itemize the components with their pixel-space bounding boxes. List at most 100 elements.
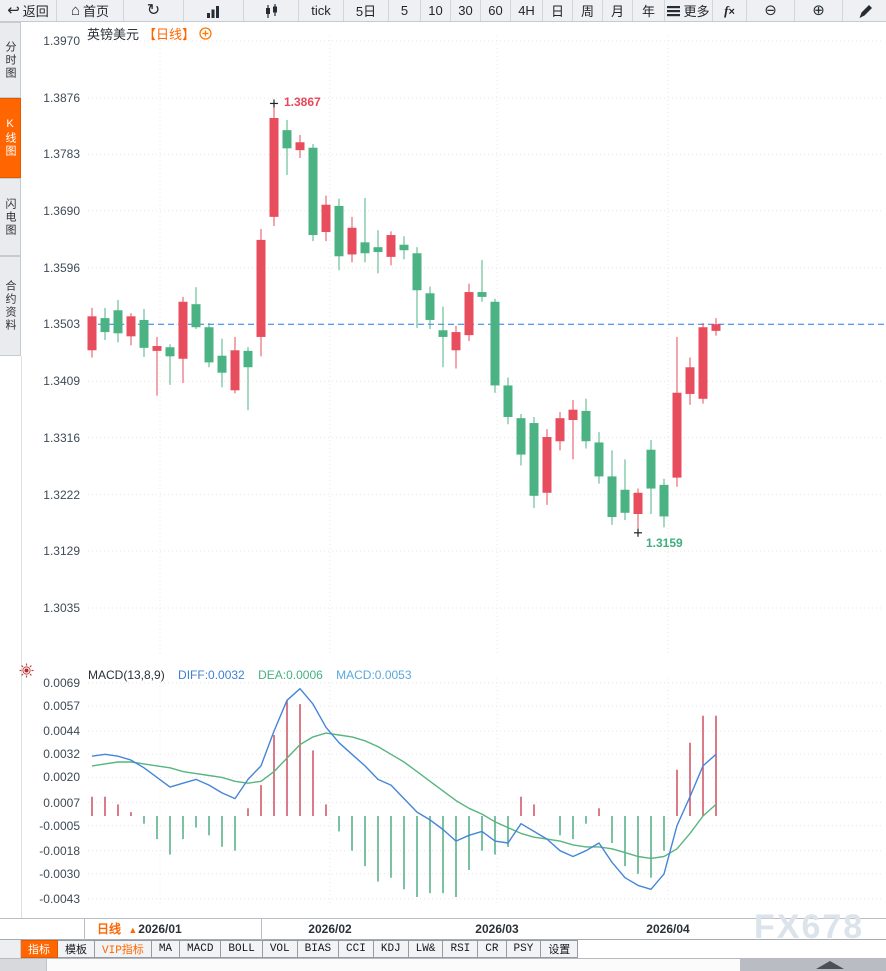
toolbar-60-button[interactable]: 60: [481, 0, 511, 21]
toolbar-tick-button[interactable]: tick: [299, 0, 344, 21]
tab-label: BIAS: [304, 943, 332, 955]
tab-psy[interactable]: PSY: [506, 940, 542, 958]
toolbar-year-button[interactable]: 年: [633, 0, 665, 21]
x-axis-label: 2026/04: [646, 922, 690, 936]
tab-label: VIP指标: [102, 945, 144, 957]
period-tag: 【日线】: [143, 27, 196, 42]
tab-bias[interactable]: BIAS: [297, 940, 340, 958]
candle-body: [139, 319, 149, 348]
sidebar-item-kline-chart[interactable]: K线图: [0, 98, 21, 178]
tab-vip-indicators[interactable]: VIP指标: [95, 940, 152, 958]
candle-body: [256, 239, 266, 337]
price-axis-label: 1.3222: [43, 487, 80, 502]
candle-body: [100, 318, 110, 333]
tab-label: BOLL: [228, 943, 255, 955]
dea-line: [91, 732, 717, 860]
candle-body: [217, 355, 227, 373]
candle-body: [399, 244, 409, 251]
sidebar-label: 分时图: [4, 40, 16, 80]
price-axis-label: 1.3316: [43, 430, 80, 445]
macd-macd-value: MACD:0.0053: [336, 668, 412, 682]
tab-kdj[interactable]: KDJ: [373, 940, 409, 958]
macd-diff-value: DIFF:0.0032: [178, 668, 245, 682]
candle-body: [243, 350, 253, 368]
tab-vol[interactable]: VOL: [262, 940, 298, 958]
toolbar-back-button[interactable]: ↩ 返回: [0, 0, 57, 21]
toolbar-day-button[interactable]: 日: [543, 0, 573, 21]
more-label: 更多: [683, 4, 710, 19]
scrollbar-thumb[interactable]: [740, 959, 886, 971]
tab-label: VOL: [269, 943, 290, 955]
toolbar-more-button[interactable]: 更多: [665, 0, 713, 21]
sidebar-item-contract-info[interactable]: 合约资料: [0, 256, 21, 356]
indicator-settings-icon[interactable]: [19, 663, 34, 683]
toolbar-zoomout-button[interactable]: ⊖: [747, 0, 795, 21]
candle-body: [178, 301, 188, 359]
macd-axis-label: 0.0007: [43, 795, 80, 810]
macd-axis-label: 0.0044: [43, 724, 80, 739]
tab-lw[interactable]: LW&: [408, 940, 444, 958]
toolbar-refresh-button[interactable]: ↻: [124, 0, 184, 21]
sidebar-item-time-chart[interactable]: 分时图: [0, 22, 21, 98]
tab-label: MA: [158, 943, 173, 955]
period-dropdown-button[interactable]: 日线 ▲: [84, 919, 262, 940]
sidebar-label: 合约资料: [4, 280, 16, 332]
4h-label: 4H: [518, 3, 535, 18]
toolbar-month-button[interactable]: 月: [603, 0, 633, 21]
macd-params: MACD(13,8,9): [88, 668, 165, 682]
x-axis-label: 2026/02: [308, 922, 352, 936]
toolbar-pen-button[interactable]: [843, 0, 886, 21]
main-candlestick-chart[interactable]: [22, 22, 886, 666]
macd-axis-label: -0.0030: [39, 866, 80, 881]
indicator-tabbar: 指标 模板 VIP指标 MA MACD BOLL VOL BIAS CCI KD…: [0, 940, 886, 958]
tab-ma[interactable]: MA: [151, 940, 181, 958]
collapse-panel-arrow-icon[interactable]: [816, 961, 844, 969]
month-label: 月: [610, 4, 624, 19]
tab-rsi[interactable]: RSI: [443, 940, 479, 958]
toolbar-fx-button[interactable]: f×: [713, 0, 747, 21]
tab-cci[interactable]: CCI: [339, 940, 374, 958]
candle-body: [529, 423, 539, 496]
candle-body: [581, 410, 591, 442]
candle-body: [282, 130, 292, 149]
candle-body: [204, 327, 214, 363]
candle-body: [269, 118, 279, 217]
add-indicator-icon[interactable]: [199, 27, 212, 40]
candle-body: [425, 293, 435, 320]
period-label: 日线: [97, 922, 122, 936]
toolbar-10-button[interactable]: 10: [421, 0, 451, 21]
tab-label: 设置: [548, 945, 571, 957]
tab-indicators[interactable]: 指标: [21, 940, 58, 958]
back-label: 返回: [22, 4, 49, 19]
horizontal-scrollbar[interactable]: [0, 958, 886, 971]
zoom-in-icon: ⊕: [812, 2, 825, 19]
tab-label: KDJ: [380, 943, 401, 955]
tab-macd[interactable]: MACD: [180, 940, 222, 958]
candle-body: [672, 392, 682, 478]
tab-settings[interactable]: 设置: [541, 940, 579, 958]
toolbar-candlestick-button[interactable]: [244, 0, 299, 21]
high-price-annotation: 1.3867: [284, 95, 321, 109]
tab-boll[interactable]: BOLL: [221, 940, 263, 958]
toolbar-30-button[interactable]: 30: [451, 0, 481, 21]
price-axis-label: 1.3129: [43, 543, 80, 558]
toolbar-home-button[interactable]: ⌂ 首页: [57, 0, 124, 21]
macd-indicator-chart[interactable]: [22, 666, 886, 918]
sidebar-item-lightning-chart[interactable]: 闪电图: [0, 178, 21, 256]
x-axis-row: 日线 ▲ 2026/01 2026/02 2026/03 2026/04: [0, 918, 886, 940]
candle-body: [360, 242, 370, 254]
toolbar-barchart-button[interactable]: [184, 0, 244, 21]
candle-body: [113, 310, 123, 334]
tabbar-spacer: [0, 940, 21, 958]
5-label: 5: [400, 3, 409, 18]
top-toolbar: ↩ 返回 ⌂ 首页 ↻ tick: [0, 0, 886, 22]
tab-templates[interactable]: 模板: [58, 940, 95, 958]
toolbar-5d-button[interactable]: 5日: [344, 0, 389, 21]
toolbar-zoomin-button[interactable]: ⊕: [795, 0, 843, 21]
toolbar-week-button[interactable]: 周: [573, 0, 603, 21]
pen-icon: [859, 5, 872, 18]
toolbar-4h-button[interactable]: 4H: [511, 0, 543, 21]
tab-cr[interactable]: CR: [478, 940, 507, 958]
candle-body: [87, 316, 97, 351]
toolbar-5-button[interactable]: 5: [389, 0, 421, 21]
